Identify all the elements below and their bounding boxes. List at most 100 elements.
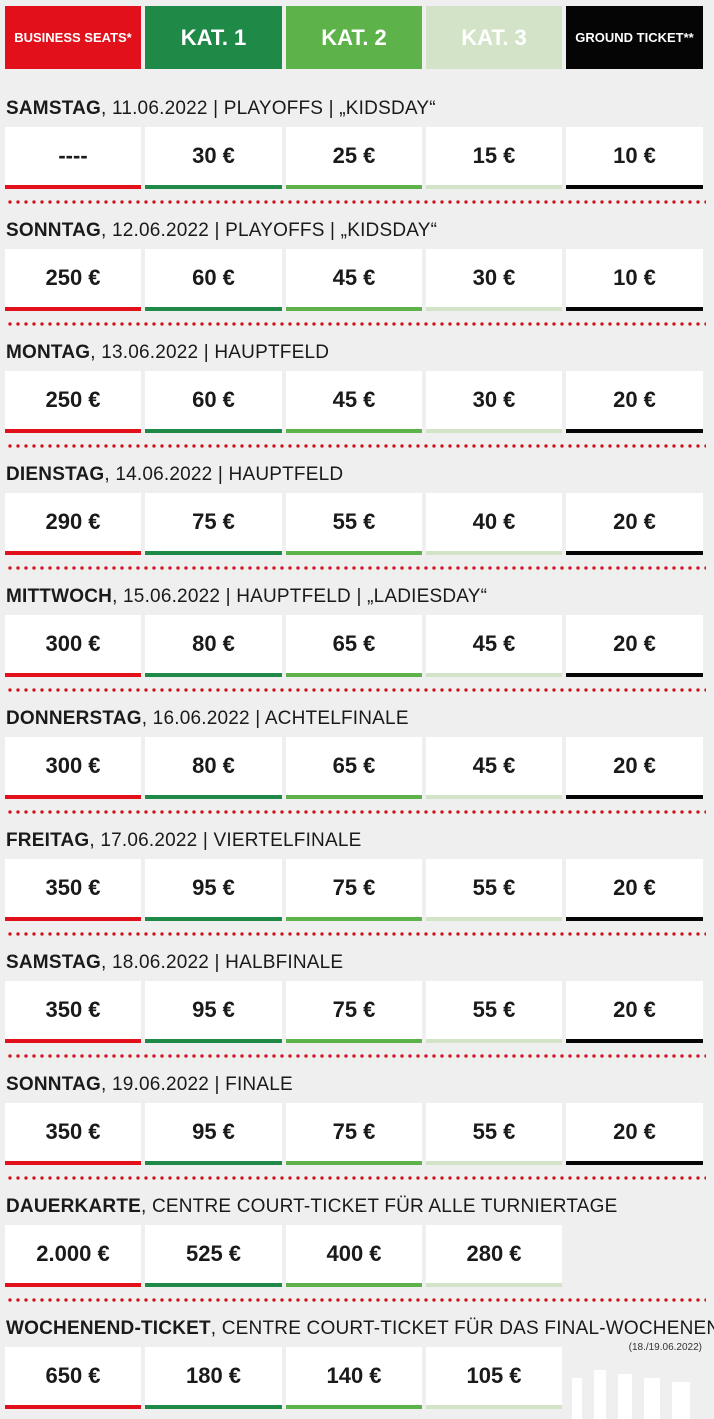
- category-bar: [566, 429, 703, 433]
- price-cell: 55 €: [426, 859, 562, 921]
- row-title: MONTAG, 13.06.2022 | HAUPTFELD: [6, 341, 329, 365]
- category-bar: [286, 917, 422, 921]
- price-value: 300 €: [45, 753, 101, 778]
- row-day: SAMSTAG: [6, 952, 101, 973]
- header-kat-2: KAT. 2: [286, 6, 422, 69]
- price-cell: 95 €: [145, 859, 282, 921]
- category-bar: [426, 185, 562, 189]
- price-value: 140 €: [326, 1363, 382, 1388]
- category-bar: [426, 307, 562, 311]
- price-cell: 280 €: [426, 1225, 562, 1287]
- price-cell: 45 €: [426, 737, 562, 799]
- category-bar: [5, 795, 141, 799]
- price-value: 95 €: [192, 875, 235, 900]
- category-bar: [145, 1405, 282, 1409]
- price-cell: 75 €: [145, 493, 282, 555]
- price-value: 10 €: [613, 143, 656, 168]
- decorative-stripe: [594, 1370, 606, 1419]
- category-bar: [566, 551, 703, 555]
- category-bar: [426, 1161, 562, 1165]
- price-cell: 75 €: [286, 859, 422, 921]
- category-bar: [566, 307, 703, 311]
- price-cell: 300 €: [5, 737, 141, 799]
- price-cell: 60 €: [145, 249, 282, 311]
- price-cell: 55 €: [426, 1103, 562, 1165]
- decorative-stripe: [644, 1378, 660, 1419]
- row-day: WOCHENEND-TICKET: [6, 1318, 211, 1339]
- price-value: 40 €: [472, 509, 516, 534]
- category-bar: [286, 1039, 422, 1043]
- price-value: 75 €: [192, 509, 235, 534]
- price-cell: 75 €: [286, 981, 422, 1043]
- price-cell: 15 €: [426, 127, 562, 189]
- category-bar: [566, 185, 703, 189]
- price-value: 55 €: [472, 875, 516, 900]
- category-bar: [5, 1161, 141, 1165]
- row-title: DAUERKARTE, CENTRE COURT-TICKET FÜR ALLE…: [6, 1195, 617, 1219]
- price-value: 2.000 €: [36, 1241, 110, 1266]
- price-value: 250 €: [45, 265, 101, 290]
- price-value: 20 €: [613, 1119, 656, 1144]
- price-cell: 20 €: [566, 981, 703, 1043]
- category-bar: [145, 917, 282, 921]
- price-value: 20 €: [613, 509, 656, 534]
- dotted-separator: [6, 566, 706, 570]
- category-bar: [426, 1039, 562, 1043]
- price-value: 55 €: [472, 1119, 516, 1144]
- price-cell: 30 €: [426, 371, 562, 433]
- price-cell: 65 €: [286, 737, 422, 799]
- row-day: MITTWOCH: [6, 586, 113, 607]
- price-cell: 2.000 €: [5, 1225, 141, 1287]
- price-cell: 95 €: [145, 981, 282, 1043]
- price-value: 80 €: [192, 631, 235, 656]
- row-info: , CENTRE COURT-TICKET FÜR ALLE TURNIERTA…: [141, 1196, 618, 1217]
- price-value: 30 €: [192, 143, 235, 168]
- price-value: 80 €: [192, 753, 235, 778]
- price-value: 55 €: [472, 997, 516, 1022]
- price-value: 20 €: [613, 631, 656, 656]
- price-cell: 45 €: [286, 249, 422, 311]
- price-cell: 400 €: [286, 1225, 422, 1287]
- price-cell: 20 €: [566, 737, 703, 799]
- row-day: DIENSTAG: [6, 464, 105, 485]
- price-cell: 140 €: [286, 1347, 422, 1409]
- row-info: , 17.06.2022 | VIERTELFINALE: [89, 830, 362, 851]
- price-value: 75 €: [332, 997, 376, 1022]
- price-value: 20 €: [613, 387, 656, 412]
- price-cell: 20 €: [566, 493, 703, 555]
- category-bar: [566, 795, 703, 799]
- price-value: 290 €: [45, 509, 101, 534]
- header-business-seats: BUSINESS SEATS*: [5, 6, 141, 69]
- price-value: 20 €: [613, 875, 656, 900]
- row-title: MITTWOCH, 15.06.2022 | HAUPTFELD | „LADI…: [6, 585, 487, 609]
- row-day: DAUERKARTE: [6, 1196, 141, 1217]
- dotted-separator: [6, 1176, 706, 1180]
- price-cell: 350 €: [5, 981, 141, 1043]
- price-value: 15 €: [472, 143, 516, 168]
- category-bar: [5, 1405, 141, 1409]
- price-value: 60 €: [192, 265, 235, 290]
- category-bar: [286, 1405, 422, 1409]
- price-cell: 25 €: [286, 127, 422, 189]
- price-cell: 30 €: [426, 249, 562, 311]
- price-cell: 45 €: [286, 371, 422, 433]
- category-bar: [286, 1283, 422, 1287]
- price-value: 95 €: [192, 997, 235, 1022]
- price-cell: 10 €: [566, 249, 703, 311]
- category-bar: [286, 429, 422, 433]
- price-cell: 350 €: [5, 1103, 141, 1165]
- price-value: 45 €: [472, 631, 516, 656]
- header-ground-ticket: GROUND TICKET**: [566, 6, 703, 69]
- price-cell: 95 €: [145, 1103, 282, 1165]
- price-cell: 45 €: [426, 615, 562, 677]
- header-kat-1: KAT. 1: [145, 6, 282, 69]
- category-bar: [286, 185, 422, 189]
- price-value: 25 €: [332, 143, 376, 168]
- category-bar: [5, 673, 141, 677]
- price-value: 55 €: [332, 509, 376, 534]
- category-bar: [286, 673, 422, 677]
- category-bar: [5, 429, 141, 433]
- price-cell: 250 €: [5, 371, 141, 433]
- category-bar: [426, 1283, 562, 1287]
- price-cell: 350 €: [5, 859, 141, 921]
